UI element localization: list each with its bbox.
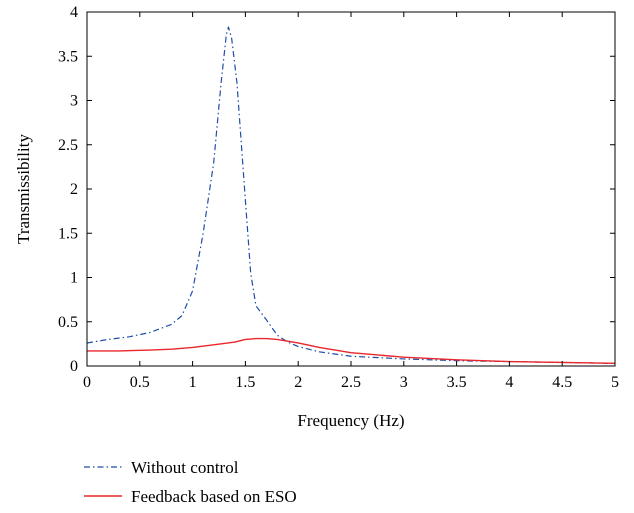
series-line-feedback-eso (87, 337, 616, 365)
series-layer (86, 26, 616, 365)
x-tick-label: 3 (400, 374, 408, 391)
x-tick-label: 1.5 (235, 374, 255, 391)
y-tick-label: 4 (70, 4, 78, 21)
legend-label-without-control: Without control (131, 458, 239, 477)
x-tick-label: 1 (189, 374, 197, 391)
y-axis-label: Transmissibility (14, 134, 33, 244)
y-tick-label: 3.5 (58, 48, 78, 65)
x-tick-label: 0.5 (130, 374, 150, 391)
x-tick-label: 2.5 (341, 374, 361, 391)
y-tick-label: 1 (70, 270, 78, 287)
x-tick-label: 4 (505, 374, 513, 391)
x-tick-label: 2 (294, 374, 302, 391)
legend-label-feedback-eso: Feedback based on ESO (131, 487, 297, 506)
y-tick-label: 2.5 (58, 137, 78, 154)
y-tick-label: 3 (70, 93, 78, 110)
x-axis-label: Frequency (Hz) (297, 411, 404, 430)
x-tick-label: 5 (611, 374, 619, 391)
y-tick-label: 2 (70, 181, 78, 198)
plot-area (87, 12, 615, 366)
y-tick-label: 0.5 (58, 314, 78, 331)
ticks-layer: 0 0.5 1 1.5 2 2.5 3 3.5 4 4.5 5 0 0.5 1 1.5 2 2.5 3 3.5 4 (58, 4, 619, 391)
x-tick-label: 4.5 (552, 374, 572, 391)
legend: Without control Feedback based on ESO (84, 458, 297, 506)
x-tick-label: 0 (83, 374, 91, 391)
series-line-without-control (86, 26, 616, 364)
x-tick-label: 3.5 (447, 374, 467, 391)
y-tick-label: 0 (70, 358, 78, 375)
y-tick-label: 1.5 (58, 225, 78, 242)
